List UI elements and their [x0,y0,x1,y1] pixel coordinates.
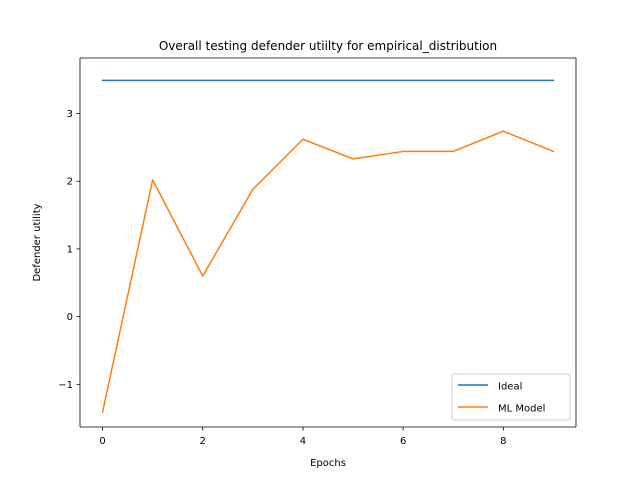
y-tick-label-3: 3 [67,109,73,120]
chart-title: Overall testing defender utiilty for emp… [159,39,497,53]
y-tick-label-1: 1 [67,244,73,255]
x-ticks: 0 2 4 6 8 [99,427,507,447]
plot-area [80,58,576,427]
x-tick-label-0: 0 [99,436,105,447]
y-tick-label-0: 0 [67,312,73,323]
y-axis-label: Defender utility [32,203,43,281]
x-tick-label-4: 4 [300,436,306,447]
y-ticks: −1 0 1 2 3 [58,109,80,391]
x-tick-label-6: 6 [400,436,406,447]
x-tick-label-8: 8 [500,436,506,447]
x-tick-label-2: 2 [200,436,206,447]
legend-label-ml-model: ML Model [498,404,545,415]
legend: Ideal ML Model [451,373,571,421]
y-tick-label-2: 2 [67,177,73,188]
y-tick-label-minus-1: −1 [58,380,73,391]
series-layer [101,79,555,413]
x-axis-label: Epochs [310,458,346,469]
series-line-ml-model [101,130,555,413]
legend-label-ideal: Ideal [498,382,522,393]
axes-frame [79,57,577,428]
